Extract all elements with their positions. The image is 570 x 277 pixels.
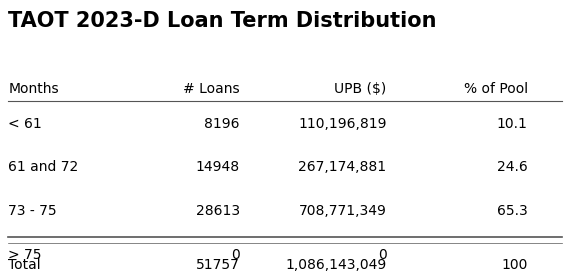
Text: 267,174,881: 267,174,881 xyxy=(299,160,386,175)
Text: 28613: 28613 xyxy=(196,204,240,218)
Text: 110,196,819: 110,196,819 xyxy=(298,117,386,131)
Text: % of Pool: % of Pool xyxy=(463,82,528,96)
Text: 51757: 51757 xyxy=(196,258,240,272)
Text: Months: Months xyxy=(9,82,59,96)
Text: 8196: 8196 xyxy=(204,117,240,131)
Text: 24.6: 24.6 xyxy=(497,160,528,175)
Text: 708,771,349: 708,771,349 xyxy=(299,204,386,218)
Text: 14948: 14948 xyxy=(196,160,240,175)
Text: # Loans: # Loans xyxy=(183,82,240,96)
Text: 100: 100 xyxy=(502,258,528,272)
Text: 10.1: 10.1 xyxy=(497,117,528,131)
Text: > 75: > 75 xyxy=(9,248,42,262)
Text: 65.3: 65.3 xyxy=(497,204,528,218)
Text: 0: 0 xyxy=(231,248,240,262)
Text: 1,086,143,049: 1,086,143,049 xyxy=(286,258,386,272)
Text: TAOT 2023-D Loan Term Distribution: TAOT 2023-D Loan Term Distribution xyxy=(9,11,437,31)
Text: UPB ($): UPB ($) xyxy=(335,82,386,96)
Text: 73 - 75: 73 - 75 xyxy=(9,204,57,218)
Text: Total: Total xyxy=(9,258,41,272)
Text: < 61: < 61 xyxy=(9,117,42,131)
Text: 0: 0 xyxy=(378,248,386,262)
Text: 61 and 72: 61 and 72 xyxy=(9,160,79,175)
